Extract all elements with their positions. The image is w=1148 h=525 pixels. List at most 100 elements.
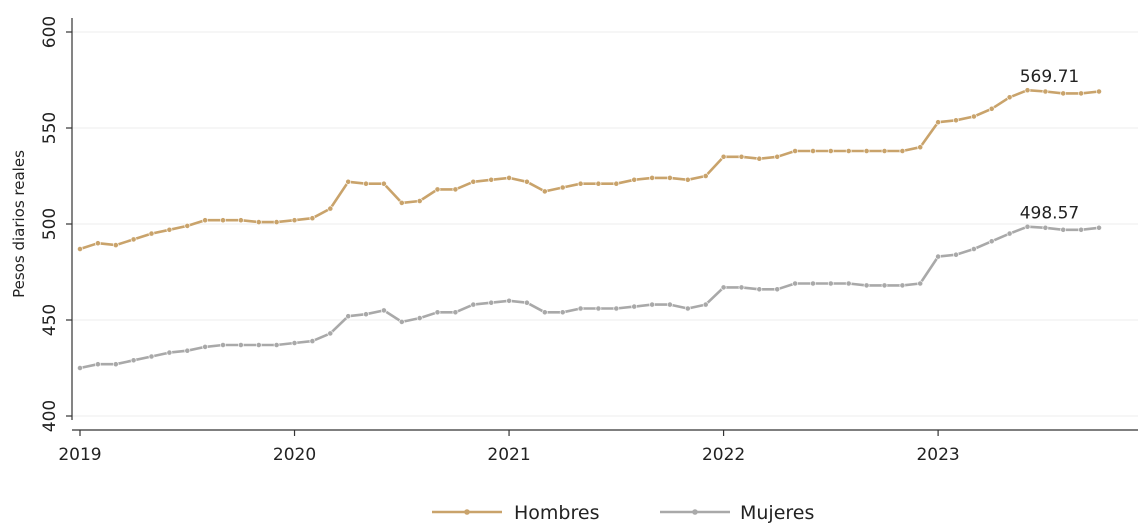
data-point [1078, 226, 1084, 233]
data-label-mujeres: 498.57 [1020, 204, 1079, 224]
data-point [988, 105, 995, 112]
x-tick-label: 2020 [273, 445, 316, 465]
data-point [220, 342, 226, 348]
data-point [291, 340, 298, 346]
data-point [988, 238, 995, 245]
data-label-hombres: 569.71 [1020, 67, 1079, 87]
data-point [792, 148, 798, 154]
y-ticks: 400 450 500 550 600 [40, 16, 72, 432]
data-point [184, 222, 191, 229]
data-point [309, 215, 316, 222]
data-point [917, 280, 924, 287]
data-point [309, 338, 316, 344]
data-point [291, 217, 298, 224]
data-point [363, 180, 369, 187]
data-point [541, 309, 548, 316]
y-tick-label: 400 [40, 400, 60, 432]
data-point [971, 246, 977, 252]
data-point [595, 180, 602, 187]
gridlines [72, 31, 1138, 417]
series-line-mujeres [79, 225, 1100, 370]
data-point [255, 219, 262, 225]
y-tick-label: 600 [40, 16, 60, 48]
data-point [613, 305, 620, 312]
data-point [112, 242, 119, 248]
data-point [237, 342, 244, 348]
data-point [488, 176, 495, 183]
x-tick-label: 2021 [487, 445, 530, 465]
x-ticks: 2019 2020 2021 2022 2023 [58, 430, 960, 465]
data-point [953, 251, 959, 258]
data-point [559, 309, 566, 316]
data-point [595, 305, 602, 312]
legend-label: Hombres [514, 502, 599, 524]
data-point [631, 176, 638, 183]
data-point [863, 148, 870, 154]
data-point [827, 148, 834, 154]
data-point [416, 198, 423, 204]
data-point [202, 343, 208, 350]
data-point [684, 305, 691, 312]
series-line-hombres [79, 88, 1100, 251]
data-point [935, 253, 941, 260]
data-point [524, 299, 530, 306]
data-point [810, 148, 816, 154]
data-point [506, 174, 512, 181]
data-point [1096, 224, 1102, 231]
data-point [237, 217, 244, 224]
data-point [506, 297, 512, 304]
data-point [917, 144, 924, 151]
data-point [470, 178, 477, 185]
data-point [756, 286, 763, 293]
data-point [130, 357, 137, 364]
data-point [327, 330, 334, 337]
data-point [845, 148, 852, 154]
data-point [1060, 226, 1067, 233]
data-point [720, 284, 727, 291]
data-point [1096, 88, 1102, 95]
legend-marker [692, 509, 698, 515]
data-point [273, 342, 280, 348]
data-point [684, 176, 691, 183]
data-point [738, 284, 745, 291]
data-labels: 569.71 498.57 [1020, 67, 1079, 224]
data-point [452, 309, 459, 316]
data-point [702, 301, 709, 308]
data-point [488, 299, 495, 306]
data-point [452, 186, 459, 193]
data-point [130, 236, 137, 243]
data-point [380, 307, 387, 314]
data-point [202, 217, 208, 224]
data-point [738, 153, 745, 160]
data-point [667, 301, 673, 308]
data-point [524, 178, 530, 185]
data-point [184, 347, 191, 354]
data-point [1042, 88, 1049, 95]
data-point [935, 119, 941, 126]
data-point [899, 282, 906, 289]
data-point [756, 155, 763, 162]
axes [71, 18, 1138, 431]
data-point [345, 313, 352, 320]
data-point [345, 178, 352, 185]
data-point [416, 315, 423, 321]
data-point [720, 153, 727, 160]
data-point [1078, 90, 1084, 97]
data-point [1060, 90, 1067, 97]
data-point [971, 113, 977, 120]
data-point [559, 184, 566, 191]
x-tick-label: 2023 [916, 445, 959, 465]
x-tick-label: 2019 [58, 445, 101, 465]
data-point [541, 188, 548, 195]
data-point [77, 246, 83, 252]
data-point [1024, 87, 1031, 94]
data-point [380, 180, 387, 187]
data-point [148, 353, 155, 360]
data-point [577, 305, 584, 312]
data-point [1042, 224, 1049, 231]
data-point [1006, 230, 1013, 237]
data-point [398, 199, 405, 206]
legend-item-hombres: Hombres [432, 502, 599, 524]
data-point [166, 226, 173, 233]
data-point [631, 303, 638, 310]
